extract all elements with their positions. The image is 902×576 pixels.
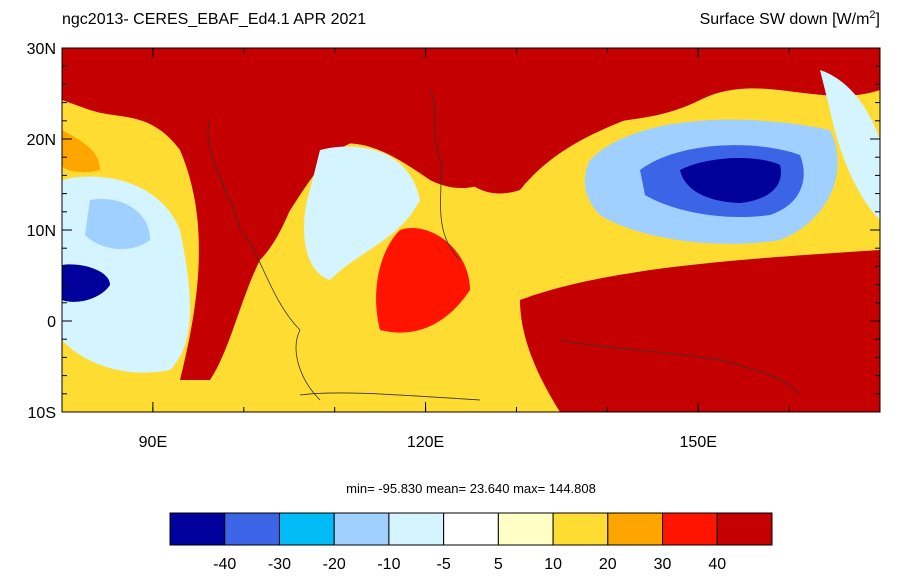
lat-label: 20N — [27, 132, 56, 149]
colorbar-label: -10 — [377, 556, 400, 573]
colorbar-box — [497, 512, 554, 546]
colorbar-label: 20 — [599, 556, 617, 573]
title-right-end: ] — [876, 11, 880, 28]
colorbar-label: -20 — [323, 556, 346, 573]
colorbar-label: 10 — [544, 556, 562, 573]
title-right-sup: 2 — [869, 9, 875, 21]
colorbar-label: -40 — [213, 556, 236, 573]
lat-label: 30N — [27, 41, 56, 58]
colorbar-label: 30 — [654, 556, 672, 573]
colorbar-box — [224, 512, 280, 546]
title-left: ngc2013- CERES_EBAF_Ed4.1 APR 2021 — [62, 11, 366, 28]
colorbar-box — [662, 512, 718, 546]
colorbar-box — [716, 512, 773, 546]
colorbar-box — [278, 512, 335, 546]
title-right-text: Surface SW down [W/m — [700, 11, 870, 28]
map-field — [62, 48, 880, 412]
colorbar-label: -5 — [437, 556, 451, 573]
colorbar-box — [443, 512, 499, 546]
lon-label: 90E — [139, 434, 167, 451]
lat-label: 10N — [27, 223, 56, 240]
lon-label: 150E — [680, 434, 717, 451]
lat-label: 0 — [47, 314, 56, 331]
colorbar-box — [333, 512, 390, 546]
stats: min= -95.830 mean= 23.640 max= 144.808 — [346, 481, 596, 496]
lon-label: 120E — [407, 434, 444, 451]
lat-label: 10S — [28, 405, 56, 422]
colorbar-box — [552, 512, 609, 546]
colorbar-label: 40 — [708, 556, 726, 573]
title-right: Surface SW down [W/m2] — [700, 9, 880, 28]
colorbar-label: 5 — [494, 556, 503, 573]
colorbar-box — [388, 512, 445, 546]
colorbar-label: -30 — [268, 556, 291, 573]
colorbar-box — [169, 512, 226, 546]
colorbar-box — [607, 512, 664, 546]
